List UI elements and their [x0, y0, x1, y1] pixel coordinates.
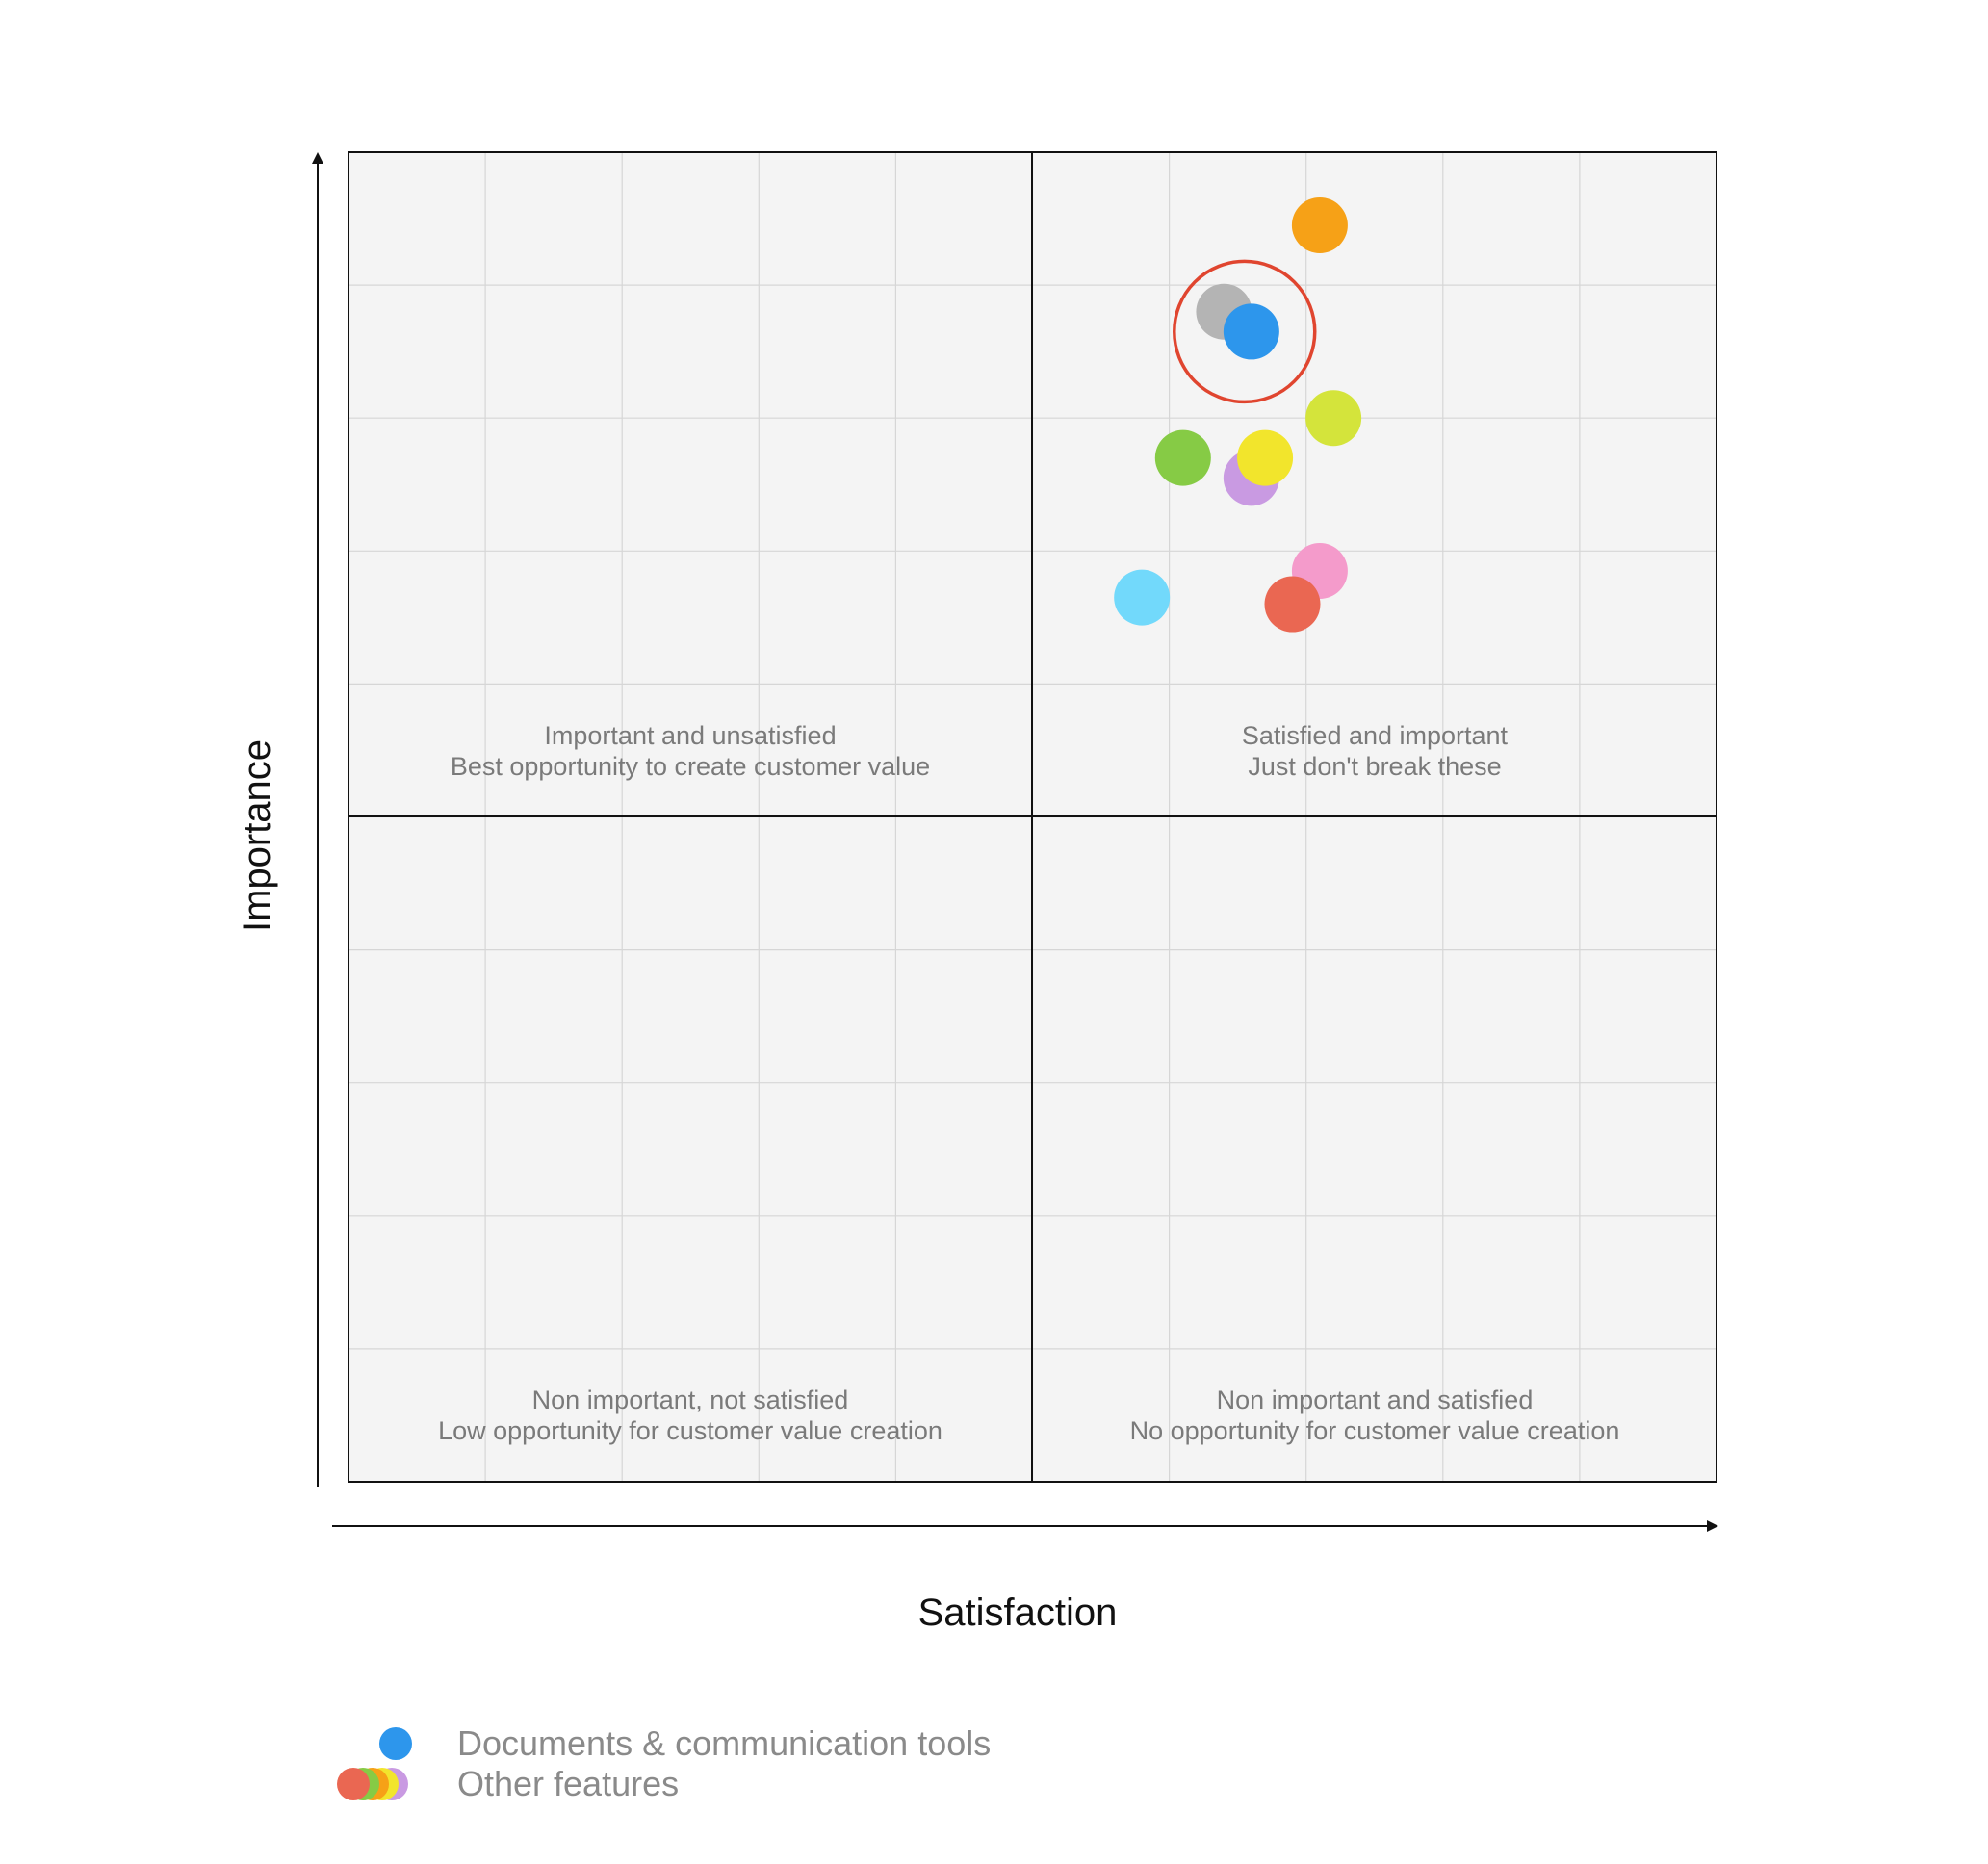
legend-label-documents: Documents & communication tools — [457, 1723, 992, 1763]
data-point-green — [1154, 429, 1211, 486]
quadrant-top-left-line1: Important and unsatisfied — [544, 721, 836, 750]
y-axis-label: Importance — [236, 739, 278, 932]
quadrant-top-right-line2: Just don't break these — [1248, 752, 1501, 781]
data-point-orange — [1291, 196, 1348, 253]
data-point-documents-communication — [1223, 303, 1279, 360]
legend-swatch-documents — [379, 1727, 412, 1760]
quadrant-bottom-right-line2: No opportunity for customer value creati… — [1130, 1416, 1620, 1445]
data-points — [1114, 196, 1362, 633]
data-point-sky-blue — [1114, 569, 1171, 626]
x-axis-label: Satisfaction — [918, 1592, 1118, 1634]
highlight-circle — [1173, 259, 1317, 404]
legend-label-other: Other features — [457, 1764, 680, 1803]
plot-border — [348, 151, 1717, 1483]
quadrant-bottom-right-line1: Non important and satisfied — [1217, 1385, 1534, 1414]
quadrant-bottom-left-line1: Non important, not satisfied — [532, 1385, 849, 1414]
data-point-yellow — [1237, 429, 1294, 486]
data-point-red — [1264, 576, 1321, 633]
quadrant-top-left-line2: Best opportunity to create customer valu… — [451, 752, 930, 781]
quadrant-bottom-left-line2: Low opportunity for customer value creat… — [438, 1416, 942, 1445]
data-point-lime — [1305, 390, 1362, 447]
quadrant-top-right-line1: Satisfied and important — [1242, 721, 1509, 750]
legend-swatch-other — [337, 1768, 370, 1800]
